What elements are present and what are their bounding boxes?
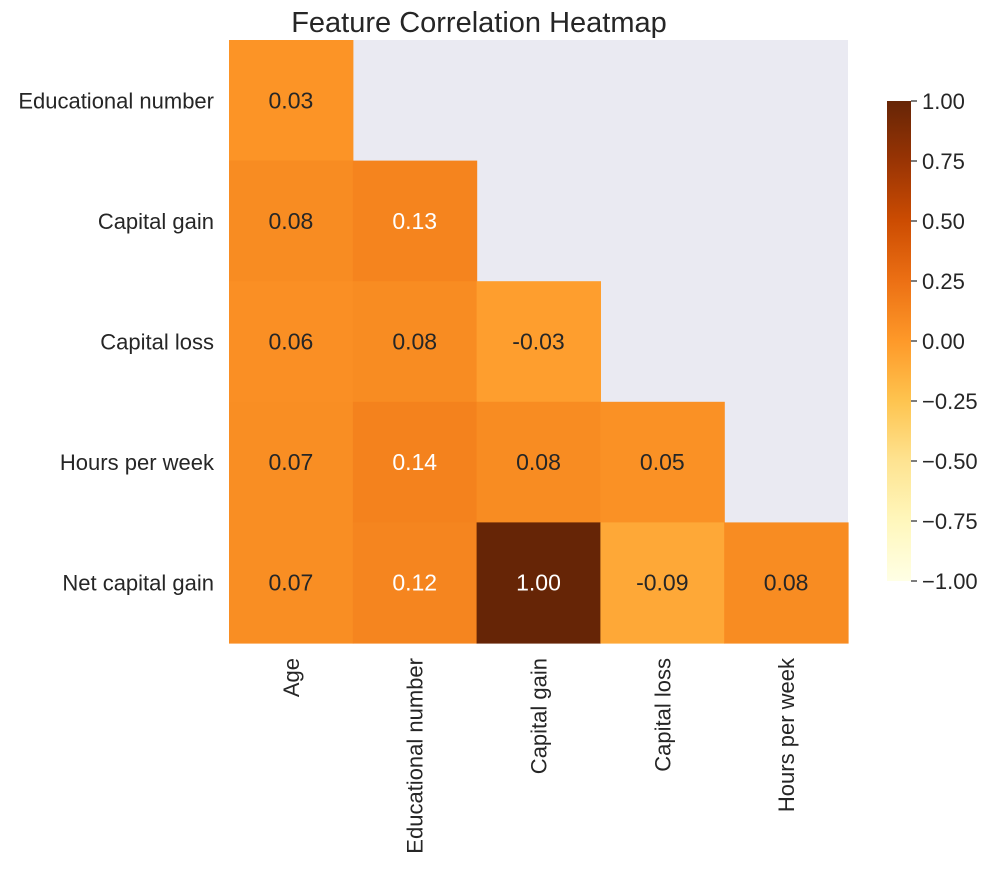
cell-value-label: 0.05 [640, 449, 685, 475]
x-tick-label: Capital loss [650, 658, 675, 772]
heatmap-cell [476, 522, 601, 644]
colorbar-tick-label: 0.75 [922, 149, 965, 174]
y-tick-label: Hours per week [60, 450, 215, 475]
cell-value-label: 0.08 [269, 208, 314, 234]
colorbar-tick-label: −0.50 [922, 449, 978, 474]
heatmap-cell [229, 281, 354, 403]
cell-value-label: 0.14 [392, 449, 437, 475]
heatmap-cell [600, 401, 725, 523]
heatmap-cell [352, 160, 478, 282]
heatmap-cell [229, 401, 354, 523]
y-tick-label: Educational number [18, 88, 214, 113]
heatmap-cell [476, 281, 601, 403]
x-tick-labels: Age Educational number Capital gain Capital… [279, 657, 799, 854]
chart-title: Feature Correlation Heatmap [291, 7, 667, 39]
y-tick-labels: Educational number Capital gain Capital lo… [18, 88, 215, 595]
cell-value-label: 0.08 [764, 570, 809, 596]
heatmap-cells: 0.03 0.08 0.13 0.06 0.08 -0.03 0.07 0.14 0.08 0.0… [229, 40, 849, 644]
x-tick-label: Capital gain [527, 658, 552, 774]
cell-value-label: -0.09 [636, 570, 688, 596]
colorbar-tick-label: −0.25 [922, 389, 978, 414]
cell-value-label: 0.07 [269, 570, 314, 596]
cell-value-label: 0.12 [392, 570, 437, 596]
cell-value-label: 0.13 [392, 208, 437, 234]
cell-value-label: 0.03 [269, 87, 314, 113]
heatmap-cell [600, 522, 725, 644]
y-tick-label: Capital loss [100, 330, 214, 355]
heatmap-cell [476, 401, 601, 523]
heatmap-cell [352, 522, 478, 644]
x-tick-label: Educational number [403, 658, 428, 854]
heatmap-cell [229, 522, 354, 644]
y-tick-label: Net capital gain [62, 571, 214, 596]
y-tick-label: Capital gain [98, 209, 214, 234]
colorbar [887, 101, 911, 581]
cell-value-label: 0.06 [269, 329, 314, 355]
heatmap-cell [352, 401, 478, 523]
cell-value-label: -0.03 [512, 329, 564, 355]
colorbar-tick-label: −0.75 [922, 509, 978, 534]
cell-value-label: 0.07 [269, 449, 314, 475]
cell-value-label: 0.08 [516, 449, 561, 475]
x-tick-label: Age [279, 658, 304, 697]
cell-value-label: 0.08 [392, 329, 437, 355]
colorbar-tick-label: −1.00 [922, 569, 978, 594]
colorbar-tick-label: 0.50 [922, 209, 965, 234]
heatmap-cell [352, 281, 478, 403]
colorbar-tick-label: 0.25 [922, 269, 965, 294]
heatmap-cell [229, 40, 354, 162]
colorbar-tick-label: 0.00 [922, 329, 965, 354]
colorbar-tick-label: 1.00 [922, 89, 965, 114]
heatmap-cell [724, 522, 849, 644]
cell-value-label: 1.00 [516, 570, 561, 596]
x-tick-label: Hours per week [774, 657, 799, 812]
colorbar-ticks: 1.00 0.75 0.50 0.25 0.00 −0.25 −0.50 −0.75 −1.00 [911, 89, 978, 594]
heatmap-cell [229, 160, 354, 282]
